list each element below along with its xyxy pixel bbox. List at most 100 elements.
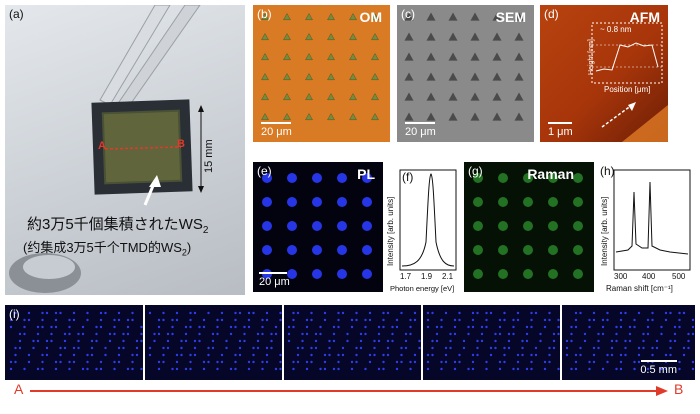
emission-spot (619, 325, 623, 329)
emission-spot (498, 360, 502, 364)
emission-spot (122, 339, 125, 343)
photo-panel-a: (a) A B 15 mm 約3万5千個集積されたWS2 (约集成3万5千个TM… (5, 5, 245, 295)
emission-spot (68, 318, 71, 322)
emission-spot (261, 318, 264, 322)
emission-spot (202, 360, 206, 364)
triangle-crystal (470, 32, 480, 41)
emission-spot (646, 367, 650, 371)
emission-spot (32, 339, 35, 343)
emission-spot (364, 318, 367, 322)
emission-spot (45, 311, 49, 315)
emission-spot (207, 346, 210, 350)
emission-spot (404, 346, 408, 350)
emission-spot (337, 353, 340, 357)
emission-spot (261, 367, 264, 371)
emission-spot (341, 311, 345, 315)
triangle-crystal (404, 12, 414, 21)
emission-spot (113, 367, 116, 371)
emission-spot (498, 269, 508, 279)
emission-spot (570, 325, 573, 329)
triangle-crystal (305, 92, 313, 101)
emission-spot (557, 325, 560, 329)
emission-spot (99, 325, 103, 329)
emission-spot (362, 245, 372, 255)
emission-spot (687, 339, 690, 343)
emission-spot (413, 311, 417, 315)
emission-spot (473, 269, 483, 279)
triangle-crystal (327, 52, 335, 61)
emission-spot (337, 360, 340, 364)
emission-spot (319, 367, 322, 371)
emission-spot (395, 367, 399, 371)
emission-spot (202, 367, 206, 371)
emission-spot (77, 339, 80, 343)
emission-spot (435, 339, 439, 343)
emission-spot (637, 353, 641, 357)
emission-spot (113, 318, 116, 322)
emission-spot (261, 332, 264, 336)
emission-spot (507, 339, 511, 343)
emission-spot (256, 332, 260, 336)
emission-spot (234, 325, 237, 329)
emission-spot (220, 318, 224, 322)
emission-spot (262, 245, 272, 255)
emission-spot (202, 318, 206, 322)
pl-spectrum-panel-f: (f) Intensity [arb. units] 1.7 1.9 2.1 P… (384, 162, 460, 302)
emission-spot (261, 325, 264, 329)
panel-title-pl: PL (357, 166, 375, 182)
emission-spot (583, 332, 587, 336)
emission-spot (189, 360, 192, 364)
emission-spot (256, 339, 260, 343)
emission-spot (99, 367, 103, 371)
emission-spot (36, 367, 40, 371)
emission-spot (548, 353, 551, 357)
emission-spot (323, 311, 327, 315)
emission-spot (368, 311, 372, 315)
emission-spot (310, 311, 313, 315)
emission-spot (471, 311, 475, 315)
emission-spot (637, 311, 641, 315)
emission-spot (355, 318, 358, 322)
emission-spot (296, 353, 300, 357)
triangle-crystal (470, 12, 480, 21)
emission-spot (314, 339, 318, 343)
emission-spot (14, 311, 17, 315)
emission-spot (337, 197, 347, 207)
panel-label-a: (a) (9, 7, 24, 21)
optical-microscope-panel-b: (b) OM 20 μm (253, 5, 390, 142)
emission-spot (113, 332, 116, 336)
triangle-crystal (514, 52, 524, 61)
emission-spot (166, 339, 170, 343)
emission-spot (409, 325, 412, 329)
emission-spot (171, 318, 174, 322)
emission-spot (18, 346, 22, 350)
emission-spot (395, 360, 399, 364)
triangle-crystal (514, 12, 524, 21)
emission-spot (565, 346, 569, 350)
emission-spot (691, 318, 695, 322)
emission-spot (99, 318, 103, 322)
emission-spot (362, 173, 372, 183)
emission-spot (238, 353, 242, 357)
emission-spot (431, 339, 434, 343)
emission-spot (319, 325, 322, 329)
emission-spot (678, 367, 681, 371)
triangle-crystal (492, 92, 502, 101)
emission-spot (498, 173, 508, 183)
emission-spot (279, 360, 282, 364)
emission-spot (193, 311, 197, 315)
emission-spot (646, 325, 650, 329)
emission-spot (95, 325, 98, 329)
emission-spot (287, 325, 291, 329)
emission-spot (171, 325, 174, 329)
emission-spot (377, 325, 381, 329)
emission-spot (274, 325, 278, 329)
emission-spot (619, 353, 623, 357)
emission-spot (229, 367, 233, 371)
emission-spot (678, 360, 681, 364)
emission-spot (619, 360, 623, 364)
emission-spot (426, 311, 430, 315)
emission-spot (54, 318, 58, 322)
emission-spot (413, 353, 417, 357)
emission-spot (507, 346, 511, 350)
